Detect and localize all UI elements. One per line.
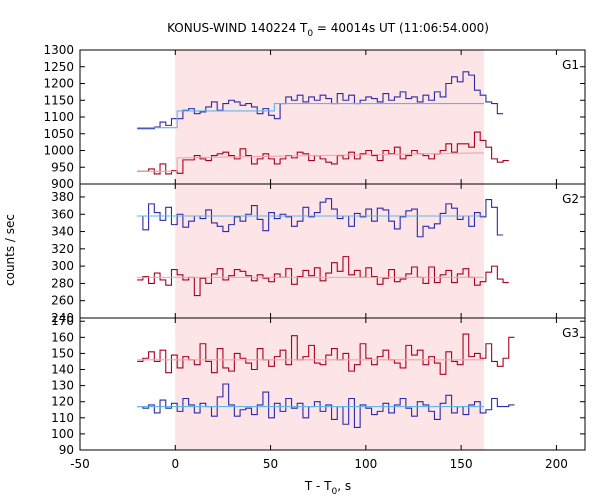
y-tick-label: 380	[51, 190, 74, 204]
g2-panel-label: G2	[562, 192, 579, 206]
g3-panel-frame	[79, 317, 586, 451]
y-tick-label: 340	[51, 225, 74, 239]
y-tick-label: 1300	[43, 43, 74, 57]
g1-red-histogram	[137, 131, 509, 175]
y-tick-label: 1000	[43, 144, 74, 158]
g1-red-fit-line	[137, 152, 485, 172]
x-tick-label: 50	[263, 457, 278, 471]
x-tick-label: 0	[171, 457, 179, 471]
g3-panel-label: G3	[562, 326, 579, 340]
x-tick-label: 150	[450, 457, 473, 471]
y-tick-label: 280	[51, 276, 74, 290]
y-tick-label: 360	[51, 207, 74, 221]
y-axis-title: counts / sec	[3, 214, 17, 286]
shaded-interval-layer	[175, 50, 484, 450]
y-tick-label: 260	[51, 294, 74, 308]
y-tick-label: 120	[51, 395, 74, 409]
y-tick-label: 110	[51, 411, 74, 425]
y-tick-label: 240	[51, 311, 74, 325]
g1-blue-fit-line	[137, 103, 484, 129]
y-tick-label: 1050	[43, 127, 74, 141]
data-layer	[137, 71, 515, 429]
shaded-interval	[175, 50, 484, 450]
x-axis-title: T - T0, s	[304, 479, 351, 497]
g1-blue-histogram	[137, 71, 504, 130]
x-tick-label: -50	[70, 457, 90, 471]
y-tick-label: 1100	[43, 110, 74, 124]
y-tick-label: 140	[51, 363, 74, 377]
y-tick-label: 1200	[43, 77, 74, 91]
y-tick-label: 160	[51, 330, 74, 344]
y-tick-label: 90	[59, 443, 74, 457]
y-tick-label: 1150	[43, 93, 74, 107]
g1-panel-label: G1	[562, 58, 579, 72]
x-tick-label: 200	[545, 457, 568, 471]
y-tick-label: 300	[51, 259, 74, 273]
y-tick-label: 100	[51, 427, 74, 441]
tick-layer: 9009501000105011001150120012501300240260…	[43, 43, 585, 471]
y-tick-label: 1250	[43, 60, 74, 74]
g2-red-histogram	[137, 256, 509, 297]
y-tick-label: 900	[51, 177, 74, 191]
y-tick-label: 170	[51, 314, 74, 328]
y-tick-label: 130	[51, 379, 74, 393]
y-tick-label: 150	[51, 346, 74, 360]
y-tick-label: 950	[51, 160, 74, 174]
x-tick-label: 100	[354, 457, 377, 471]
y-tick-label: 320	[51, 242, 74, 256]
chart-title: KONUS-WIND 140224 T0 = 40014s UT (11:06:…	[167, 21, 489, 39]
